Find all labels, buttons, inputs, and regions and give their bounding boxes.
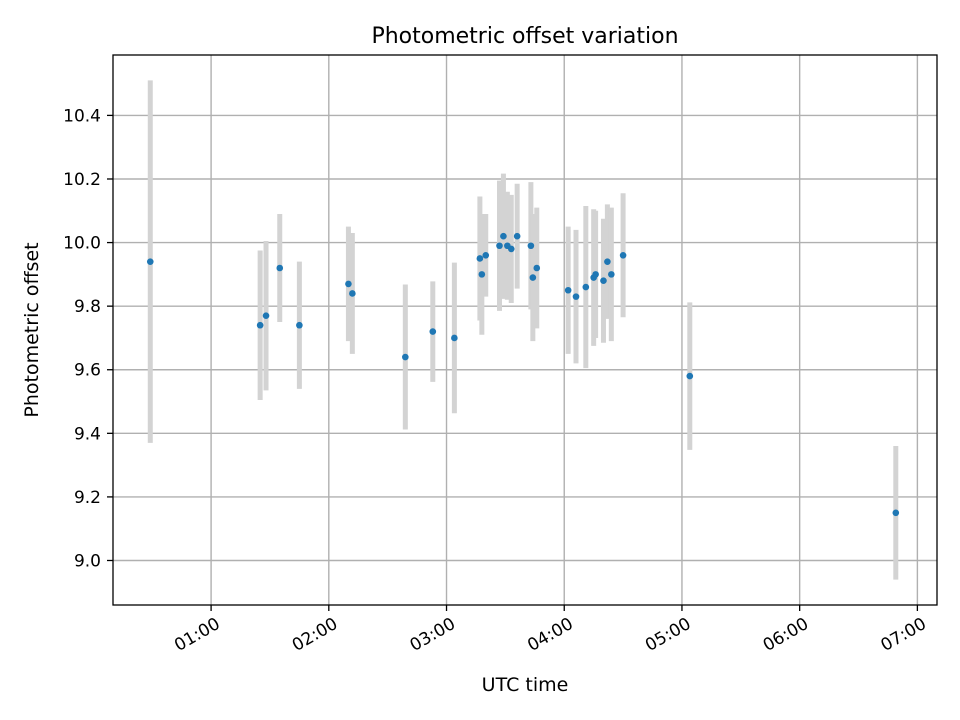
data-point [478,271,486,278]
x-tick-label: 02:00 [289,614,341,656]
data-point [496,242,503,250]
y-tick-label: 10.4 [63,106,101,126]
y-tick-label: 9.6 [74,361,101,381]
data-point [604,258,611,265]
data-point [256,321,264,329]
y-tick-label: 9.8 [74,297,101,317]
data-point [600,277,607,285]
x-axis-label: UTC time [482,674,569,696]
data-point [500,232,507,240]
x-tick-label: 03:00 [407,614,459,656]
x-tick-label: 05:00 [642,614,694,656]
data-point [513,232,521,240]
data-point [619,251,627,259]
y-tick-label: 9.4 [74,424,101,444]
data-series [146,80,900,580]
y-tick-label: 9.0 [74,551,101,571]
data-point [276,264,284,272]
data-point [533,264,541,272]
data-point [262,312,270,319]
data-point [592,271,599,278]
data-point [527,242,535,250]
data-point [402,353,409,361]
x-tick-label: 01:00 [171,614,223,656]
x-tick-label: 04:00 [524,614,576,656]
data-point [146,258,154,265]
data-point [476,255,484,262]
data-point [572,293,580,300]
data-point [608,271,615,278]
y-tick-label: 9.2 [74,488,101,508]
data-point [507,245,515,253]
data-point [345,280,352,288]
data-point [451,334,458,342]
y-tick-label: 10.0 [63,234,101,254]
data-point [529,274,537,281]
x-tick-label: 06:00 [760,614,812,656]
grid [113,55,937,605]
x-tick-label: 07:00 [877,614,929,656]
data-point [892,509,900,517]
data-point [564,286,572,294]
data-point [686,372,694,380]
data-point [349,290,356,297]
data-point [296,321,303,329]
data-point [482,251,490,259]
y-tick-label: 10.2 [63,170,101,190]
data-point [582,283,590,291]
y-axis-label: Photometric offset [21,242,43,417]
plot-area-frame [112,54,938,606]
data-point [429,328,437,335]
chart-title: Photometric offset variation [371,24,678,49]
